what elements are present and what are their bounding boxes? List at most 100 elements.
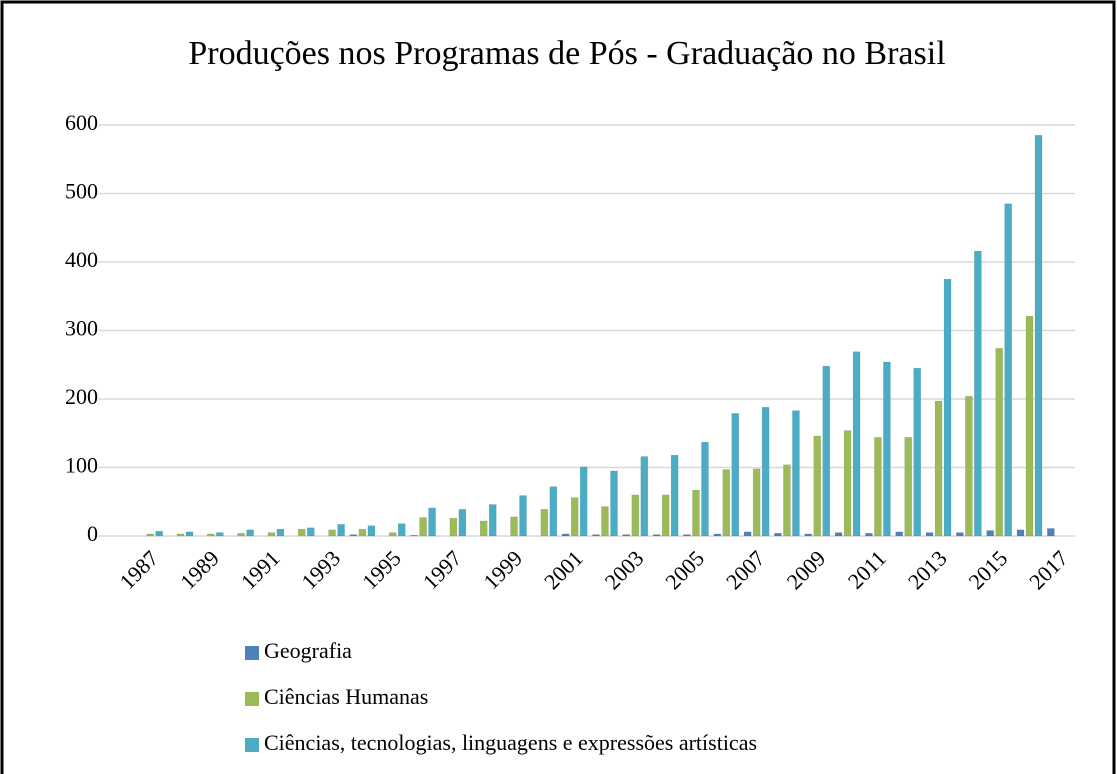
bar [925,532,934,537]
x-tick-label: 1991 [236,545,285,594]
bar [428,507,436,537]
bar [1034,135,1043,537]
x-tick-label: 1995 [357,545,406,594]
bar [834,532,843,537]
bar [298,528,306,537]
bar [479,520,488,537]
bar [670,454,679,537]
bar [752,468,761,537]
bar [743,531,752,537]
bar [661,494,670,537]
bar [570,497,579,537]
bar [388,532,397,537]
bar [349,534,358,537]
x-tick-label: 2009 [782,545,831,594]
x-tick-label: 2003 [600,545,649,594]
bar [640,456,649,537]
x-tick-label: 2001 [539,545,588,594]
y-tick-label: 600 [65,110,98,135]
bar [449,517,458,537]
bar [601,506,609,537]
bar [276,528,285,537]
bar [358,528,367,537]
bar [1004,203,1012,537]
bar [579,466,588,537]
legend-swatch [245,646,259,660]
y-tick-label: 500 [65,179,98,204]
bar [934,400,943,537]
x-tick-label: 1997 [418,545,467,594]
bar [367,525,376,537]
bar [813,435,822,537]
bar [913,367,921,537]
bar [792,410,800,537]
bar [943,278,952,537]
bar [155,530,163,537]
bar [246,529,254,537]
x-tick-label: 2005 [660,545,709,594]
bar [986,530,994,537]
x-tick-label: 2015 [964,545,1013,594]
bar [207,533,215,537]
bar [328,529,336,537]
bar [337,524,345,537]
bar [549,486,558,537]
x-tick-label: 1989 [175,545,224,594]
bar [622,534,631,537]
bar [822,365,831,537]
x-tick-label: 2011 [843,545,891,593]
y-tick-label: 200 [65,384,98,409]
x-tick-label: 1987 [114,545,163,594]
bar [397,523,406,537]
chart-title: Produções nos Programas de Pós - Graduaç… [188,35,945,72]
bar [974,250,982,537]
bar [488,504,497,537]
legend-swatch [245,692,259,706]
legend-label: Geografia [264,638,352,663]
bar [783,464,791,537]
y-tick-label: 400 [65,247,98,272]
bar [774,533,782,537]
bar [965,396,973,537]
bar [904,437,912,537]
bar [761,406,770,537]
x-tick-label: 1993 [296,545,345,594]
bar [895,531,903,537]
bar [216,532,224,537]
bar [1047,528,1055,537]
x-tick-label: 1999 [478,545,527,594]
bar [458,509,467,537]
bar [510,516,518,537]
x-tick-label: 2017 [1024,545,1073,594]
bar [176,533,185,537]
bar [237,533,245,537]
bar [540,509,549,537]
bar [267,532,276,537]
bar [852,351,861,537]
bar [874,437,882,537]
y-tick-label: 300 [65,316,98,341]
bar [561,533,570,537]
bar [865,533,873,537]
y-tick-label: 0 [87,521,98,546]
x-tick-label: 2007 [721,545,770,594]
bar [692,489,700,537]
x-tick-label: 2013 [903,545,952,594]
bar [956,532,964,537]
bar [610,470,618,537]
bar [1025,315,1034,537]
bar [419,517,427,537]
bar [652,534,661,537]
bar [683,534,691,537]
bar [146,533,154,537]
y-tick-label: 100 [65,453,98,478]
bar [307,527,315,537]
bar [713,533,722,537]
bar [883,361,891,537]
bar [731,413,740,537]
legend-swatch [245,738,259,752]
bar [701,441,709,537]
bar [631,494,640,537]
